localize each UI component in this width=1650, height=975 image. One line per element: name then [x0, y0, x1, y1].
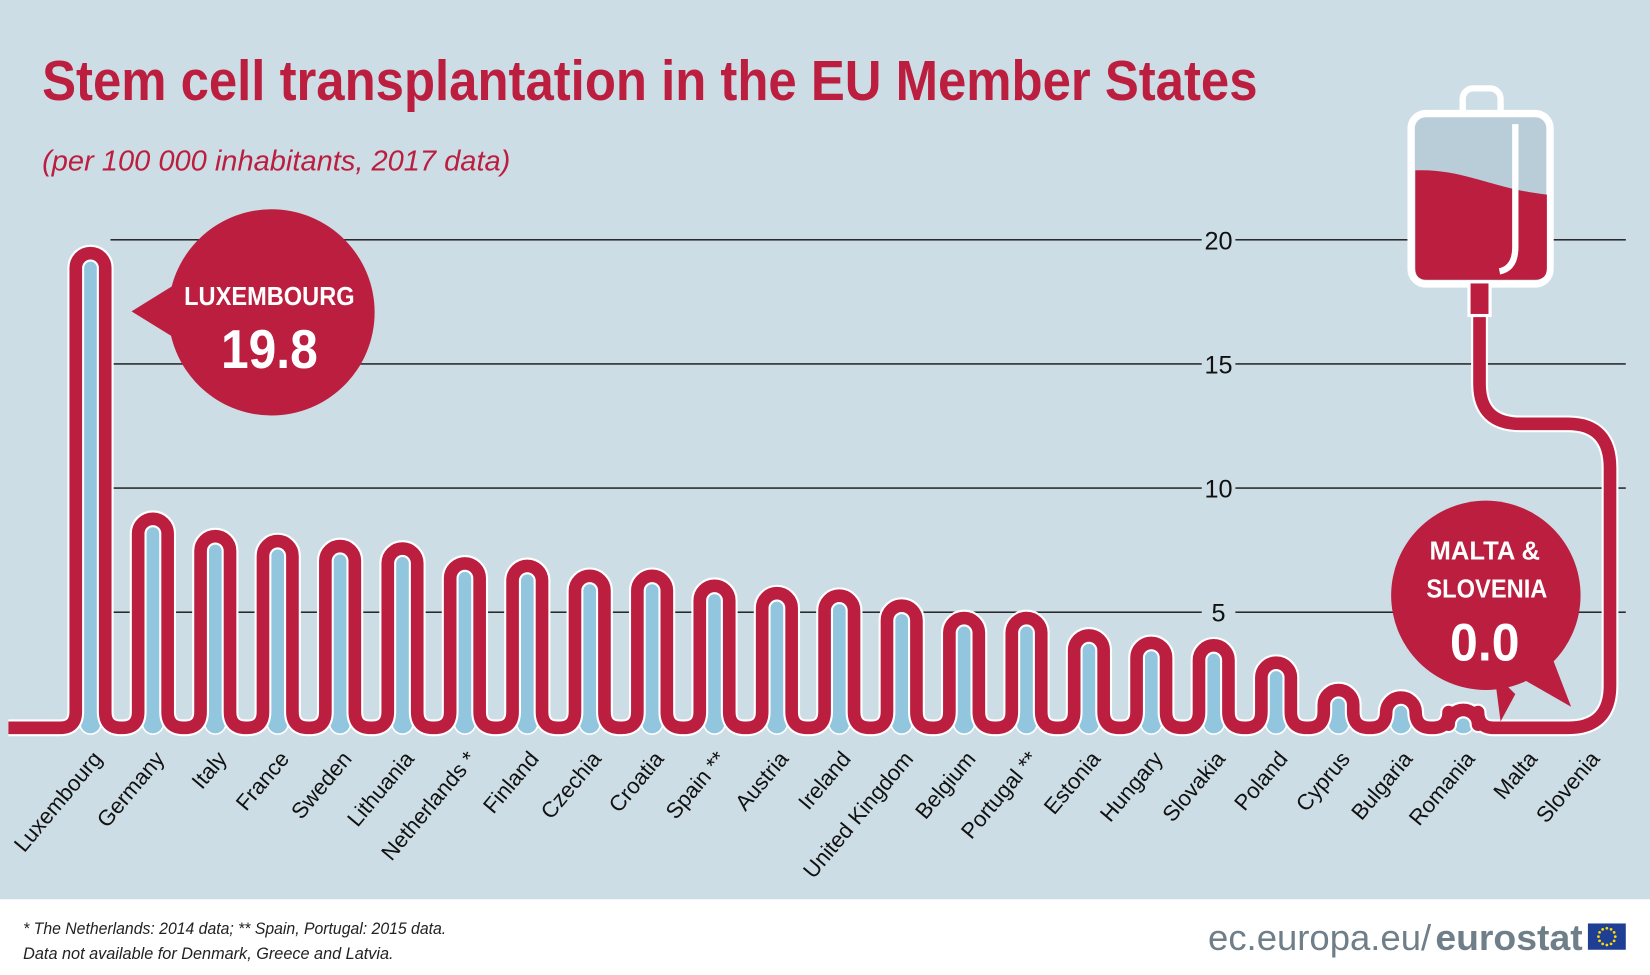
gridlines: 5 10 15 20 [110, 225, 1626, 628]
bars [79, 256, 1475, 735]
max-callout: LUXEMBOURG 19.8 [131, 209, 375, 416]
footer-brand: eurostat [1435, 918, 1582, 958]
tube [8, 246, 1617, 735]
y-tick-label: 20 [1205, 227, 1233, 255]
footer [0, 899, 1650, 975]
min-callout: MALTA & SLOVENIA 0.0 [1391, 500, 1581, 722]
min-callout-line1: MALTA & [1430, 536, 1540, 566]
max-callout-label: LUXEMBOURG [184, 281, 354, 311]
footer-site: ec.europa.eu/ [1208, 918, 1431, 958]
y-tick-label: 10 [1205, 475, 1233, 503]
blood-bag-icon [1407, 85, 1554, 318]
footnote-1: * The Netherlands: 2014 data; ** Spain, … [23, 919, 446, 938]
max-callout-value: 19.8 [221, 318, 318, 380]
footnote-2: Data not available for Denmark, Greece a… [23, 944, 393, 963]
min-callout-line2: SLOVENIA [1426, 573, 1547, 603]
tube-line [8, 244, 1619, 737]
chart-subtitle: (per 100 000 inhabitants, 2017 data) [42, 145, 510, 177]
y-tick-label: 15 [1205, 351, 1233, 379]
y-tick-label: 5 [1212, 600, 1226, 628]
min-callout-value: 0.0 [1450, 614, 1519, 673]
chart-title: Stem cell transplantation in the EU Memb… [42, 50, 1257, 113]
eu-flag-icon [1587, 923, 1626, 950]
